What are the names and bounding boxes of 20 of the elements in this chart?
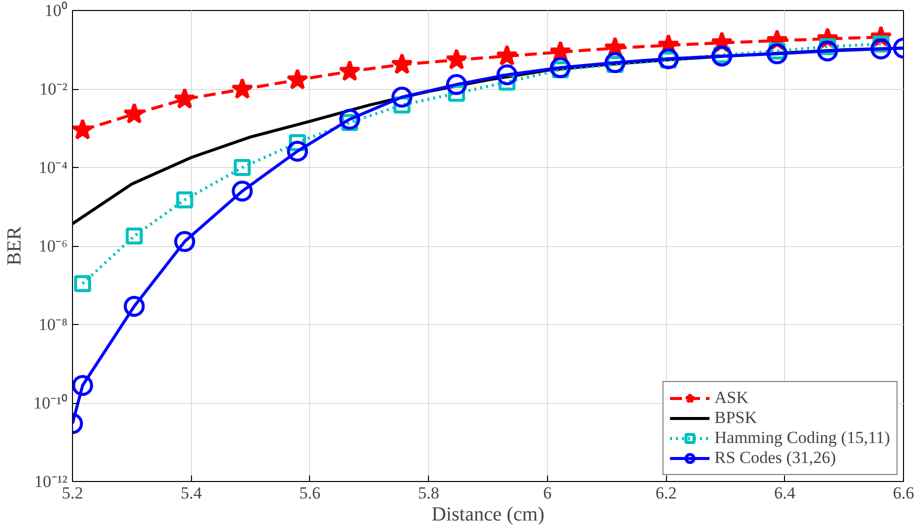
x-tick-label: 6.4	[774, 484, 796, 502]
y-tick-label: 10⁻²	[39, 80, 68, 98]
y-tick-label: 10⁰	[44, 1, 68, 20]
legend-label: BPSK	[714, 408, 758, 428]
x-tick-label: 5.8	[418, 484, 440, 502]
y-tick-label: 10⁻⁴	[38, 158, 68, 177]
x-tick-label: 6.6	[892, 484, 914, 502]
x-tick-label: 6.2	[655, 484, 677, 502]
x-tick-label: 5.2	[62, 484, 84, 502]
y-tick-label: 10⁻⁸	[38, 315, 68, 334]
legend-label: Hamming Coding (15,11)	[714, 428, 890, 448]
x-axis-title: Distance (cm)	[432, 504, 544, 526]
x-tick-label: 5.6	[299, 484, 321, 502]
y-tick-label: 10⁻¹⁰	[33, 394, 68, 412]
x-tick-label: 5.4	[180, 484, 202, 502]
legend-label: ASK	[714, 388, 749, 408]
y-tick-label: 10⁻⁶	[38, 236, 68, 256]
legend-label: RS Codes (31,26)	[714, 448, 836, 468]
y-axis-title: BER	[3, 226, 26, 266]
x-tick-label: 6	[543, 484, 552, 502]
